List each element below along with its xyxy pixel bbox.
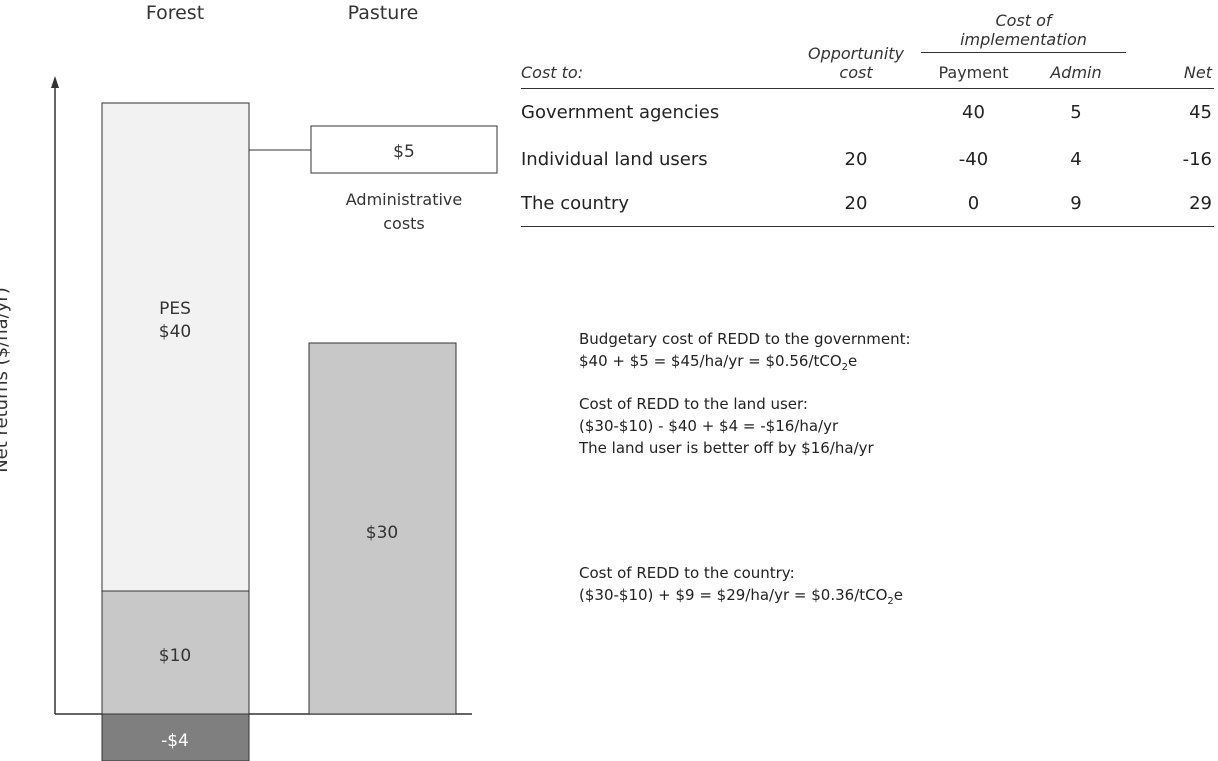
table-row: Government agencies 40 5 45	[521, 88, 1214, 136]
bar-chart: PES $40 $10 -$4 $30 $5 Administrative co…	[51, 76, 498, 761]
callout-box-admin	[310, 125, 498, 174]
note-text: ($30-$10) + $9 = $29/ha/yr = $0.36/tCO2e	[579, 586, 904, 607]
cell-net: 29	[1189, 193, 1212, 215]
net-header: Net	[1183, 62, 1212, 82]
data-label-admin: $5	[393, 142, 415, 162]
cost-table: Cost of implementation Cost to: Opportun…	[521, 10, 1214, 227]
cell-admin: 4	[1070, 148, 1082, 170]
row-name: Government agencies	[521, 101, 720, 123]
row-name: The country	[521, 193, 630, 215]
implementation-header-line1: Cost of	[995, 10, 1052, 30]
cell-payment: 0	[967, 193, 980, 215]
cell-payment: 40	[962, 101, 985, 123]
category-label-pasture: Pasture	[347, 2, 419, 24]
bar-segment-forest-pes	[101, 102, 250, 592]
cell-opportunity	[791, 88, 921, 136]
opportunity-header-line1: Opportunity	[807, 43, 904, 63]
note-text: Cost of REDD to the country:	[579, 564, 795, 582]
callout-caption-line1: Administrative	[346, 190, 462, 209]
payment-header: Payment	[921, 51, 1026, 88]
note-text: Budgetary cost of REDD to the government…	[579, 330, 911, 348]
cell-net: 45	[1189, 101, 1212, 123]
data-label-pes-line2: $40	[159, 322, 191, 342]
data-label-pasture-30: $30	[366, 523, 398, 543]
y-axis-arrow	[51, 76, 59, 88]
bar-segment-forest-neg4	[101, 713, 250, 761]
cost-to-header: Cost to:	[521, 62, 584, 82]
data-label-forest-neg4: -$4	[161, 731, 189, 751]
note-text: ($30-$10) - $40 + $4 = -$16/ha/yr	[579, 417, 839, 435]
note-text: Cost of REDD to the land user:	[579, 395, 808, 413]
note-government: Budgetary cost of REDD to the government…	[579, 328, 911, 379]
bar-segment-forest-10	[101, 590, 250, 715]
cell-net: -16	[1182, 148, 1212, 170]
admin-header: Admin	[1026, 51, 1126, 88]
implementation-header-line2: implementation	[960, 29, 1087, 49]
cell-payment: -40	[958, 148, 989, 170]
table-row: Individual land users 20 -40 4 -16	[521, 136, 1214, 182]
opportunity-header-line2: cost	[839, 62, 873, 82]
table-row: The country 20 0 9 29	[521, 182, 1214, 226]
bar-pasture-30	[308, 342, 457, 715]
note-country: Cost of REDD to the country: ($30-$10) +…	[579, 562, 903, 613]
cell-opportunity: 20	[844, 193, 868, 215]
note-text: $40 + $5 = $45/ha/yr = $0.56/tCO2e	[579, 352, 858, 373]
data-label-forest-10: $10	[159, 646, 191, 666]
category-label-forest: Forest	[145, 2, 205, 24]
cell-admin: 9	[1070, 193, 1082, 215]
note-text: The land user is better off by $16/ha/yr	[579, 439, 874, 457]
data-label-pes-line1: PES	[159, 299, 191, 319]
callout-caption-line2: costs	[383, 214, 425, 233]
cell-admin: 5	[1070, 101, 1082, 123]
row-name: Individual land users	[521, 148, 708, 170]
cell-opportunity: 20	[844, 148, 868, 170]
note-land-user: Cost of REDD to the land user: ($30-$10)…	[579, 393, 874, 459]
